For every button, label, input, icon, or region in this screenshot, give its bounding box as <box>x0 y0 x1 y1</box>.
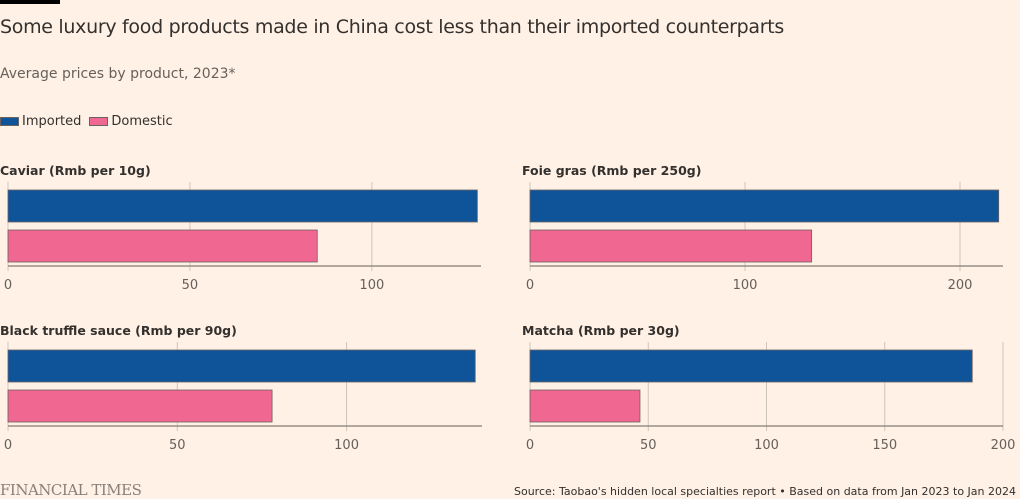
bar-domestic <box>7 389 273 423</box>
bar-domestic <box>7 229 318 263</box>
tick-label: 100 <box>754 438 779 453</box>
chart-subtitle: Average prices by product, 2023* <box>0 66 236 82</box>
bar-imported <box>529 349 973 383</box>
panel-title: Matcha (Rmb per 30g) <box>522 323 680 338</box>
tick-label: 200 <box>991 438 1016 453</box>
tick-label: 150 <box>872 438 897 453</box>
legend-item-imported: Imported <box>0 114 81 129</box>
tick-label: 200 <box>948 278 973 293</box>
legend: Imported Domestic <box>0 114 181 129</box>
tick-label: 50 <box>640 438 657 453</box>
tick-label: 0 <box>4 278 12 293</box>
tick-label: 100 <box>359 278 384 293</box>
tick-label: 50 <box>182 278 199 293</box>
panel-title: Caviar (Rmb per 10g) <box>0 163 151 178</box>
bar-domestic <box>529 389 641 423</box>
tick-label: 0 <box>526 438 534 453</box>
panel-title: Black truffle sauce (Rmb per 90g) <box>0 323 237 338</box>
tick-label: 100 <box>733 278 758 293</box>
source-note: Source: Taobao's hidden local specialtie… <box>514 485 1016 498</box>
tick-label: 0 <box>4 438 12 453</box>
tick-label: 50 <box>169 438 186 453</box>
bar-imported <box>7 349 476 383</box>
tick-label: 100 <box>334 438 359 453</box>
bar-imported <box>529 189 1000 223</box>
ft-logo: FINANCIAL TIMES <box>0 481 142 499</box>
legend-label-domestic: Domestic <box>111 114 173 129</box>
panel-title: Foie gras (Rmb per 250g) <box>522 163 701 178</box>
bar-domestic <box>529 229 813 263</box>
ft-top-bar <box>0 0 60 4</box>
legend-label-imported: Imported <box>22 114 82 129</box>
legend-swatch-imported <box>0 117 19 126</box>
legend-swatch-domestic <box>89 117 109 126</box>
tick-label: 0 <box>526 278 534 293</box>
bar-imported <box>7 189 478 223</box>
legend-item-domestic: Domestic <box>89 114 173 129</box>
chart-title: Some luxury food products made in China … <box>0 16 784 38</box>
